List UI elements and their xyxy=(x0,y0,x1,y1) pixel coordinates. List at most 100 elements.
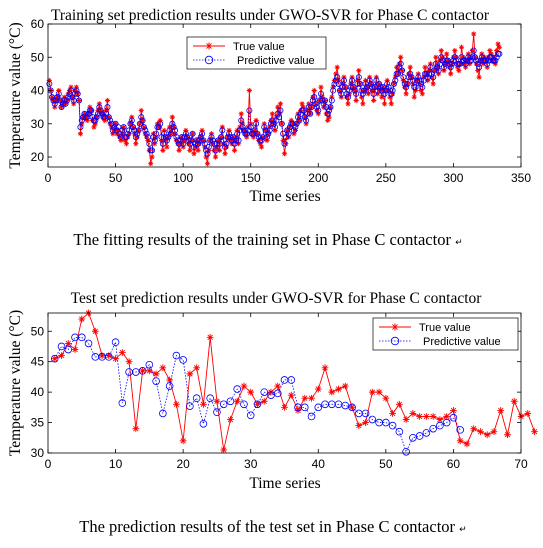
true-value-point xyxy=(340,81,346,87)
true-value-point xyxy=(279,121,285,127)
true-value-point xyxy=(441,67,447,74)
true-value-point xyxy=(152,141,158,147)
predictive-value-point xyxy=(484,60,491,67)
predictive-value-point xyxy=(78,117,85,124)
x-tick-label: 150 xyxy=(241,171,261,185)
predictive-value-point xyxy=(359,90,366,97)
predictive-value-point xyxy=(368,415,377,424)
predictive-value-point xyxy=(413,77,420,84)
true-value-point xyxy=(381,101,388,107)
true-value-point xyxy=(240,121,246,127)
predictive-value-point xyxy=(142,127,149,134)
true-value-point xyxy=(91,124,97,130)
true-value-point xyxy=(100,114,107,120)
true-value-point xyxy=(365,91,371,97)
predictive-value-point xyxy=(348,403,356,412)
predictive-value-point xyxy=(84,339,93,348)
true-value-point xyxy=(422,64,428,70)
predictive-value-point xyxy=(104,104,111,111)
predictive-value-point xyxy=(146,140,153,147)
true-value-point xyxy=(81,111,88,117)
predictive-value-point xyxy=(305,104,312,111)
predictive-value-point xyxy=(105,353,113,361)
true-value-point xyxy=(423,413,430,420)
true-value-point xyxy=(310,94,316,100)
true-value-point xyxy=(497,406,505,414)
predictive-value-point xyxy=(128,117,135,124)
true-value-point xyxy=(280,137,286,143)
predictive-value-point xyxy=(440,64,447,71)
predictive-value-point xyxy=(304,110,311,117)
predictive-value-point xyxy=(277,107,284,114)
true-value-point xyxy=(411,94,417,100)
predictive-value-point xyxy=(331,80,338,87)
true-value-point xyxy=(399,67,405,74)
predictive-value-point xyxy=(216,140,223,147)
true-value-point xyxy=(354,77,361,84)
true-value-point xyxy=(436,416,444,423)
true-value-point xyxy=(214,144,220,150)
predictive-value-point xyxy=(138,367,147,375)
true-value-point xyxy=(94,114,100,120)
predictive-value-point xyxy=(327,104,334,111)
true-value-point xyxy=(199,127,205,134)
true-value-point xyxy=(344,94,350,100)
x-tick-label: 0 xyxy=(45,171,52,185)
true-value-point xyxy=(461,61,467,67)
true-value-point xyxy=(122,137,128,143)
true-value-point xyxy=(287,124,293,130)
true-value-point xyxy=(456,437,464,445)
true-value-point xyxy=(161,127,167,134)
true-value-point xyxy=(144,134,150,140)
predictive-value-point xyxy=(451,54,458,61)
predictive-value-point xyxy=(330,87,337,94)
predictive-value-point xyxy=(462,60,469,67)
true-value-point xyxy=(121,124,127,130)
x-tick-label: 20 xyxy=(176,457,190,471)
true-value-point xyxy=(145,367,153,375)
true-value-point xyxy=(395,71,401,77)
predictive-value-point xyxy=(226,130,233,137)
predictive-value-point xyxy=(246,411,255,420)
predictive-value-point xyxy=(135,127,142,134)
x-tick-label: 30 xyxy=(244,457,258,471)
true-value-point xyxy=(169,114,175,120)
true-value-point xyxy=(444,51,450,57)
predictive-value-point xyxy=(435,67,442,74)
true-value-point xyxy=(130,124,136,130)
predictive-value-point xyxy=(315,107,322,114)
true-value-point xyxy=(258,144,265,150)
true-value-point xyxy=(334,64,340,70)
predictive-value-point xyxy=(345,94,352,101)
true-value-point xyxy=(311,87,317,94)
true-value-point xyxy=(429,413,437,420)
legend-true-label: True value xyxy=(419,322,471,334)
true-value-point xyxy=(345,101,351,107)
true-value-point xyxy=(76,97,82,104)
true-value-point xyxy=(247,388,255,396)
true-value-point xyxy=(395,400,403,408)
true-value-point xyxy=(367,74,373,80)
true-value-point xyxy=(325,117,331,124)
true-value-point xyxy=(450,406,457,414)
predictive-value-point xyxy=(476,64,483,71)
y-tick-label: 50 xyxy=(31,324,45,338)
predictive-value-point xyxy=(281,140,288,147)
predictive-value-point xyxy=(367,80,374,87)
predictive-value-point xyxy=(159,140,166,147)
predictive-value-point xyxy=(184,134,191,141)
true-value-point xyxy=(248,121,254,127)
true-value-point xyxy=(190,131,196,137)
predictive-value-point xyxy=(223,140,230,147)
true-value-point xyxy=(362,77,369,84)
true-value-point xyxy=(260,134,266,140)
predictive-value-point xyxy=(377,84,384,91)
predictive-value-point xyxy=(361,409,370,418)
true-value-point xyxy=(417,81,423,87)
predictive-value-point xyxy=(157,120,164,127)
true-value-point xyxy=(368,388,376,396)
predictive-value-point xyxy=(395,427,404,436)
x-tick-label: 300 xyxy=(443,171,463,185)
true-value-point xyxy=(308,394,315,402)
predictive-value-point xyxy=(388,90,395,97)
